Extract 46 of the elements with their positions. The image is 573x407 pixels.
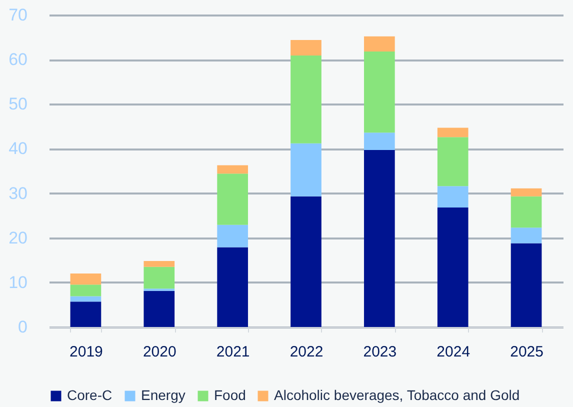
bar xyxy=(217,174,248,225)
bar xyxy=(144,290,175,327)
y-tick-label: 0 xyxy=(18,318,28,336)
y-tick-label: 40 xyxy=(8,139,28,158)
legend-label: Food xyxy=(214,387,246,403)
x-tick-label: 2022 xyxy=(290,344,324,360)
bar xyxy=(364,36,395,52)
y-tick-label: 20 xyxy=(8,228,28,248)
y-tick-label: 60 xyxy=(8,50,28,70)
bar xyxy=(364,132,395,150)
bar xyxy=(510,243,542,327)
x-tick-label: 2025 xyxy=(510,344,544,360)
bar xyxy=(70,274,102,285)
y-tick-label: 70 xyxy=(8,6,28,24)
y-tick-label: 30 xyxy=(8,184,28,203)
legend-label: Energy xyxy=(141,387,186,403)
bar xyxy=(217,165,248,174)
bar xyxy=(437,186,468,208)
bar xyxy=(144,261,175,267)
x-tick-label: 2024 xyxy=(436,344,470,360)
bar xyxy=(70,284,102,296)
x-tick-label: 2020 xyxy=(142,344,176,360)
y-tick-label: 50 xyxy=(8,94,28,114)
bar xyxy=(290,143,322,196)
bar xyxy=(510,196,542,228)
bar xyxy=(437,128,468,138)
bar xyxy=(144,266,175,289)
x-tick-label: 2023 xyxy=(363,344,397,360)
bar xyxy=(290,56,322,144)
legend-label: Alcoholic beverages, Tobacco and Gold xyxy=(274,387,520,403)
bar xyxy=(217,247,248,327)
bar xyxy=(510,228,542,244)
bar xyxy=(290,196,322,327)
bar xyxy=(290,40,322,56)
bar xyxy=(437,137,468,186)
x-tick-label: 2021 xyxy=(216,344,250,360)
bar xyxy=(70,302,102,327)
bar xyxy=(364,52,395,133)
x-tick-label: 2019 xyxy=(70,344,103,360)
bar xyxy=(437,208,468,327)
bar xyxy=(70,296,102,302)
bar xyxy=(217,224,248,248)
y-tick-label: 10 xyxy=(8,272,28,292)
bar xyxy=(364,150,395,327)
legend-label: Core-C xyxy=(67,387,112,403)
bar xyxy=(510,188,542,196)
